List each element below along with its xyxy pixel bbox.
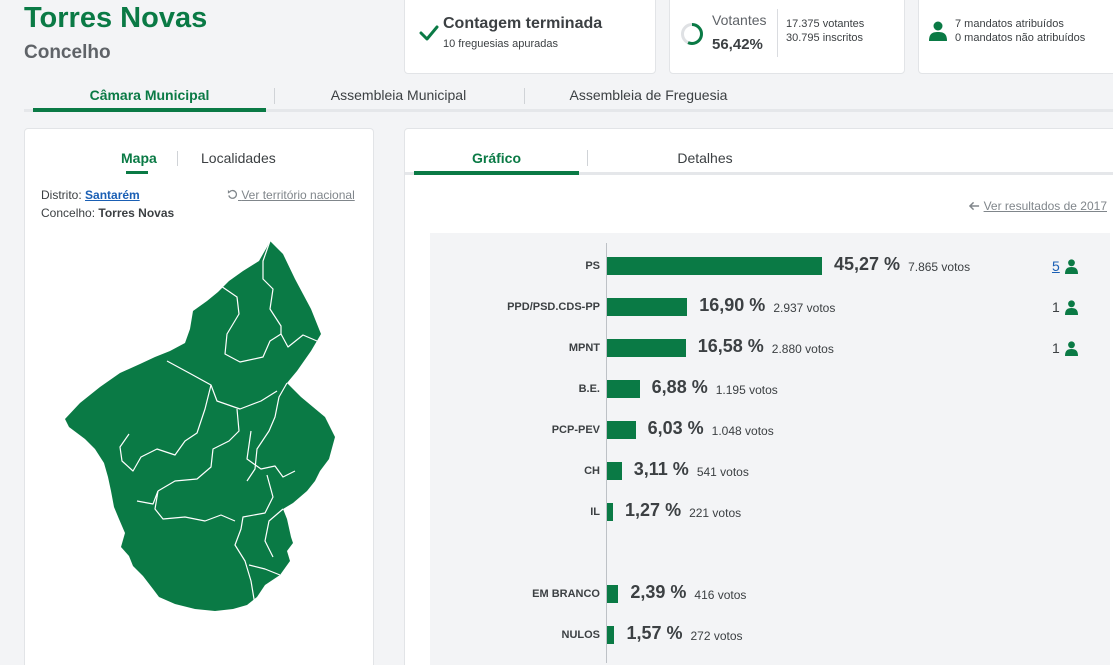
- results-bar-chart: PS 45,27 % 7.865 votos 5 PPD/PSD.CDS-PP 16,90…: [430, 233, 1110, 665]
- votes-label: 541 votos: [696, 465, 749, 479]
- category-label: IL: [590, 506, 600, 518]
- undo-icon: [227, 189, 238, 199]
- votes-label: 1.195 votos: [715, 383, 778, 397]
- concelho-row: Concelho: Torres Novas: [41, 206, 174, 220]
- tab-camara-municipal[interactable]: Câmara Municipal: [89, 87, 210, 103]
- percentage-label: 16,58 %: [697, 336, 764, 356]
- voters-percentage: 56,42%: [712, 36, 763, 53]
- results-panel: Gráfico Detalhes Ver resultados de 2017 …: [404, 128, 1113, 665]
- mandates-unassigned: 0 mandatos não atribuídos: [955, 32, 1086, 44]
- divider: [777, 9, 778, 57]
- person-icon: [1065, 259, 1078, 274]
- category-label: PCP-PEV: [551, 424, 600, 436]
- progress-ring-icon: [681, 23, 703, 45]
- municipality-map[interactable]: [63, 239, 338, 614]
- national-territory-label: Ver território nacional: [241, 188, 355, 202]
- result-bar: [607, 257, 822, 275]
- concelho-label: Concelho:: [41, 206, 96, 220]
- result-bar: [607, 339, 686, 357]
- count-title: Contagem terminada: [443, 15, 603, 32]
- person-icon: [1065, 300, 1078, 315]
- category-label: PPD/PSD.CDS-PP: [507, 301, 600, 313]
- votes-label: 1.048 votos: [711, 424, 774, 438]
- votes-label: 416 votos: [694, 588, 747, 602]
- page-subtitle: Concelho: [24, 42, 111, 63]
- active-tab-indicator: [414, 171, 579, 175]
- voters-card: Votantes 56,42% 17.375 votantes 30.795 i…: [669, 0, 905, 74]
- result-bar: [607, 462, 622, 480]
- tab-detalhes[interactable]: Detalhes: [677, 150, 733, 166]
- result-bar: [607, 626, 615, 644]
- votes-label: 2.880 votos: [771, 342, 834, 356]
- mandates-count: 1: [1052, 340, 1060, 356]
- votes-label: 7.865 votos: [908, 260, 971, 274]
- tab-separator: [524, 88, 525, 104]
- page-title: Torres Novas: [24, 2, 208, 34]
- distrito-link[interactable]: Santarém: [85, 188, 140, 202]
- active-tab-indicator: [33, 108, 266, 112]
- map-panel: Mapa Localidades Distrito: Santarém Conc…: [24, 128, 374, 665]
- mandates-count[interactable]: 5: [1052, 258, 1060, 274]
- votes-label: 221 votos: [689, 506, 742, 520]
- category-label: B.E.: [578, 383, 600, 395]
- tab-assembleia-municipal[interactable]: Assembleia Municipal: [330, 87, 467, 103]
- chart-axis: [606, 243, 607, 663]
- distrito-label: Distrito:: [41, 188, 82, 202]
- category-label: MPNT: [568, 342, 600, 354]
- tab-assembleia-freguesia[interactable]: Assembleia de Freguesia: [569, 87, 728, 103]
- result-bar: [607, 585, 619, 603]
- mandates-assigned: 7 mandatos atribuídos: [955, 18, 1064, 30]
- category-label: PS: [585, 260, 600, 272]
- national-territory-link[interactable]: Ver território nacional: [227, 188, 355, 202]
- previous-results-label: Ver resultados de 2017: [983, 199, 1107, 213]
- category-label: NULOS: [561, 629, 601, 641]
- tab-separator: [274, 88, 275, 104]
- voters-count: 17.375 votantes: [786, 18, 865, 30]
- person-icon: [929, 21, 947, 41]
- result-bar: [607, 421, 636, 439]
- percentage-label: 1,57 %: [626, 623, 683, 643]
- arrow-left-icon: [969, 201, 980, 211]
- concelho-value: Torres Novas: [98, 206, 175, 220]
- registered-count: 30.795 inscritos: [786, 32, 864, 44]
- result-bar: [607, 298, 688, 316]
- results-tabs: Gráfico Detalhes: [405, 129, 1113, 175]
- result-bar: [607, 503, 614, 521]
- category-label: EM BRANCO: [532, 588, 600, 600]
- votes-label: 2.937 votos: [773, 301, 836, 315]
- person-icon: [1065, 341, 1078, 356]
- tab-localidades[interactable]: Localidades: [201, 150, 276, 166]
- tab-separator: [177, 151, 178, 166]
- check-icon: [419, 25, 439, 41]
- active-tab-indicator: [126, 171, 148, 174]
- municipality-shape[interactable]: [65, 241, 335, 611]
- result-bar: [607, 380, 640, 398]
- percentage-label: 6,88 %: [651, 377, 708, 397]
- tab-mapa[interactable]: Mapa: [121, 150, 157, 166]
- mandates-count: 1: [1052, 299, 1060, 315]
- category-label: CH: [584, 465, 600, 477]
- tab-separator: [587, 150, 588, 166]
- voters-label: Votantes: [712, 12, 767, 28]
- mandates-card: 7 mandatos atribuídos 0 mandatos não atr…: [918, 0, 1113, 74]
- percentage-label: 3,11 %: [633, 459, 689, 479]
- votes-label: 272 votos: [690, 629, 743, 643]
- percentage-label: 16,90 %: [699, 295, 766, 315]
- percentage-label: 2,39 %: [630, 582, 687, 602]
- distrito-row: Distrito: Santarém: [41, 188, 140, 202]
- percentage-label: 1,27 %: [625, 500, 682, 520]
- count-status-card: Contagem terminada 10 freguesias apurada…: [404, 0, 656, 74]
- count-subtitle: 10 freguesias apuradas: [443, 38, 558, 50]
- percentage-label: 45,27 %: [834, 254, 901, 274]
- previous-results-link[interactable]: Ver resultados de 2017: [969, 199, 1107, 213]
- main-tabs: Câmara Municipal Assembleia Municipal As…: [24, 84, 1113, 112]
- tab-grafico[interactable]: Gráfico: [471, 150, 521, 166]
- percentage-label: 6,03 %: [647, 418, 704, 438]
